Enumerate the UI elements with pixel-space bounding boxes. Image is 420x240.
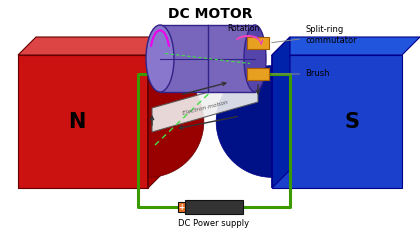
Ellipse shape — [146, 25, 174, 92]
Polygon shape — [148, 55, 204, 188]
Text: N: N — [68, 112, 85, 132]
Polygon shape — [185, 200, 243, 214]
Polygon shape — [18, 37, 166, 55]
Polygon shape — [160, 25, 255, 92]
Polygon shape — [216, 55, 272, 188]
Polygon shape — [272, 37, 420, 55]
Text: Split-ring
commutator: Split-ring commutator — [272, 25, 357, 45]
Polygon shape — [272, 55, 402, 188]
Polygon shape — [148, 37, 166, 188]
FancyBboxPatch shape — [247, 37, 269, 49]
Polygon shape — [178, 202, 185, 212]
Text: DC MOTOR: DC MOTOR — [168, 7, 252, 21]
Text: DC Power supply: DC Power supply — [178, 220, 249, 228]
Polygon shape — [18, 55, 148, 188]
FancyBboxPatch shape — [247, 68, 269, 80]
Text: +: + — [178, 203, 185, 211]
Text: Electron motion: Electron motion — [182, 100, 228, 116]
Polygon shape — [152, 78, 258, 132]
Text: S: S — [344, 112, 360, 132]
Text: Brush: Brush — [272, 70, 330, 78]
Text: Rotation: Rotation — [227, 24, 259, 33]
Polygon shape — [272, 37, 290, 188]
Ellipse shape — [244, 25, 266, 92]
